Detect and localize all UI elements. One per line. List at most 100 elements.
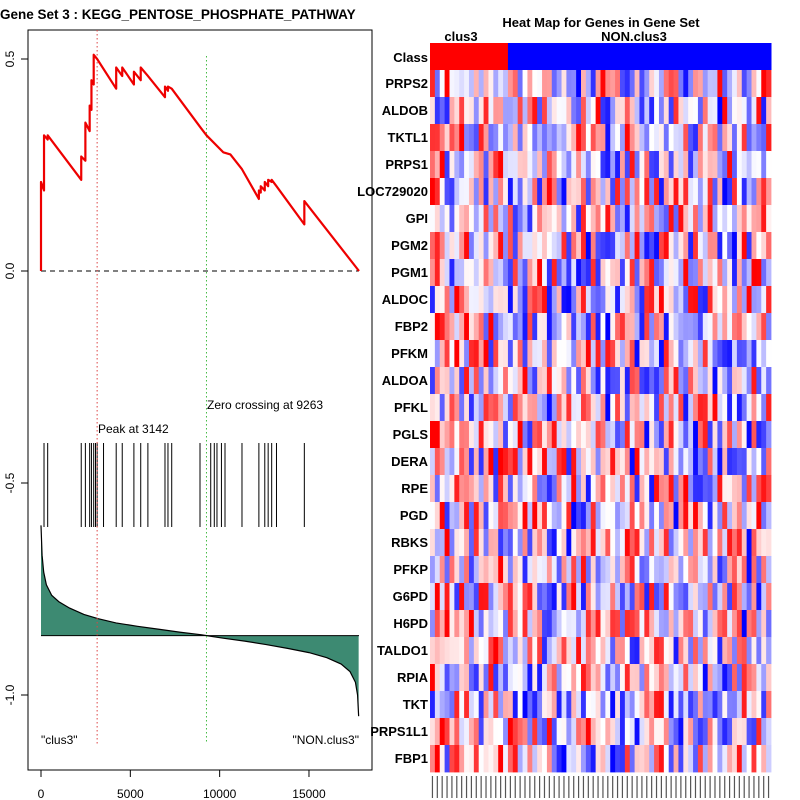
heatmap-cell (522, 205, 528, 233)
heatmap-cell (610, 529, 616, 557)
heatmap-cell (449, 124, 455, 152)
heatmap-cell (732, 394, 738, 422)
heatmap-cell (493, 97, 499, 125)
heatmap-cell (722, 70, 728, 98)
column-label-mark (548, 776, 550, 798)
heatmap-cell (624, 583, 631, 611)
heatmap-cell (644, 151, 650, 179)
heatmap-cell (629, 718, 635, 746)
heatmap-cell (761, 259, 767, 287)
heatmap-cell (537, 259, 543, 287)
heatmap-cell (668, 718, 674, 746)
heatmap-cell (727, 637, 733, 665)
heatmap-cell (517, 178, 523, 206)
heatmap-cell (566, 340, 572, 368)
column-label-mark (558, 776, 560, 798)
heatmap-cell (434, 637, 441, 665)
heatmap-cell (542, 718, 548, 746)
heatmap-cell (727, 97, 733, 125)
heatmap-cell (488, 421, 494, 449)
column-label-mark (543, 776, 546, 798)
heatmap-cell (712, 664, 718, 692)
x-tick-label: 15000 (292, 787, 326, 800)
heatmap-cell (741, 286, 748, 314)
heatmap-cell (693, 529, 699, 557)
heatmap-cell (673, 124, 679, 152)
heatmap-cell (688, 475, 694, 503)
heatmap-cell (561, 475, 567, 503)
heatmap-cell (624, 448, 631, 476)
heatmap-cell (517, 70, 523, 98)
heatmap-cell (449, 502, 455, 530)
heatmap-cell (619, 124, 626, 152)
enrichment-plot: Gene Set 3 : KEGG_PENTOSE_PHOSPHATE_PATH… (0, 7, 373, 800)
heatmap-cell (576, 394, 582, 422)
heatmap-cell (615, 70, 621, 98)
heatmap-cell (454, 583, 460, 611)
heatmap-cell (605, 691, 611, 719)
heatmap-cell (736, 97, 743, 125)
heatmap-cell (464, 70, 470, 98)
heatmap-cell (512, 340, 519, 368)
column-label-mark (738, 776, 740, 798)
heatmap-cell (507, 205, 514, 233)
heatmap-cell (624, 340, 631, 368)
heatmap-cell (619, 448, 626, 476)
heatmap-cell (619, 394, 626, 422)
heatmap-cell (517, 556, 523, 584)
heatmap-cell (736, 178, 743, 206)
heatmap-cell (693, 232, 699, 260)
heatmap-cell (649, 637, 655, 665)
heatmap-cell (702, 583, 709, 611)
heatmap-cell (551, 556, 558, 584)
heatmap-cell (707, 124, 713, 152)
heatmap-cell (585, 205, 592, 233)
heatmap-cell (668, 583, 674, 611)
heatmap-cell (464, 178, 470, 206)
heatmap-cell (488, 664, 494, 692)
heatmap-cell (532, 124, 538, 152)
heatmap-cell (478, 151, 484, 179)
heatmap-cell (668, 286, 674, 314)
heatmap-cell (741, 394, 748, 422)
heatmap-cell (434, 367, 441, 395)
heatmap-cell (615, 448, 621, 476)
heatmap-cell (746, 583, 752, 611)
heatmap-cell (581, 556, 587, 584)
heatmap-cell (561, 610, 567, 638)
heatmap-cell (444, 340, 450, 368)
heatmap-cell (639, 286, 645, 314)
heatmap-cell (459, 340, 465, 368)
heatmap-cell (624, 313, 631, 341)
heatmap-cell (556, 637, 562, 665)
heatmap-cell (658, 394, 665, 422)
heatmap-cell (673, 151, 679, 179)
heatmap-cell (473, 124, 480, 152)
heatmap-cell (746, 448, 752, 476)
heatmap-cell (634, 259, 640, 287)
heatmap-cell (610, 745, 616, 773)
heatmap-cell (688, 178, 694, 206)
heatmap-cell (702, 529, 709, 557)
heatmap-cell (756, 178, 762, 206)
heatmap-cell (498, 151, 504, 179)
heatmap-cell (751, 691, 757, 719)
heatmap-cell (736, 610, 743, 638)
heatmap-cell (561, 637, 567, 665)
heatmap-cell (522, 610, 528, 638)
heatmap-cell (468, 340, 475, 368)
heatmap-cell (712, 97, 718, 125)
heatmap-cell (707, 97, 713, 125)
heatmap-cell (439, 448, 446, 476)
heatmap-cell (581, 745, 587, 773)
heatmap-cell (663, 124, 670, 152)
heatmap-cell (507, 529, 514, 557)
heatmap-cell (600, 610, 606, 638)
heatmap-cell (566, 745, 572, 773)
heatmap-cell (717, 529, 723, 557)
heatmap-cell (658, 691, 665, 719)
heatmap-cell (468, 97, 475, 125)
heatmap-cell (702, 394, 709, 422)
heatmap-cell (546, 232, 553, 260)
heatmap-cell (654, 583, 660, 611)
